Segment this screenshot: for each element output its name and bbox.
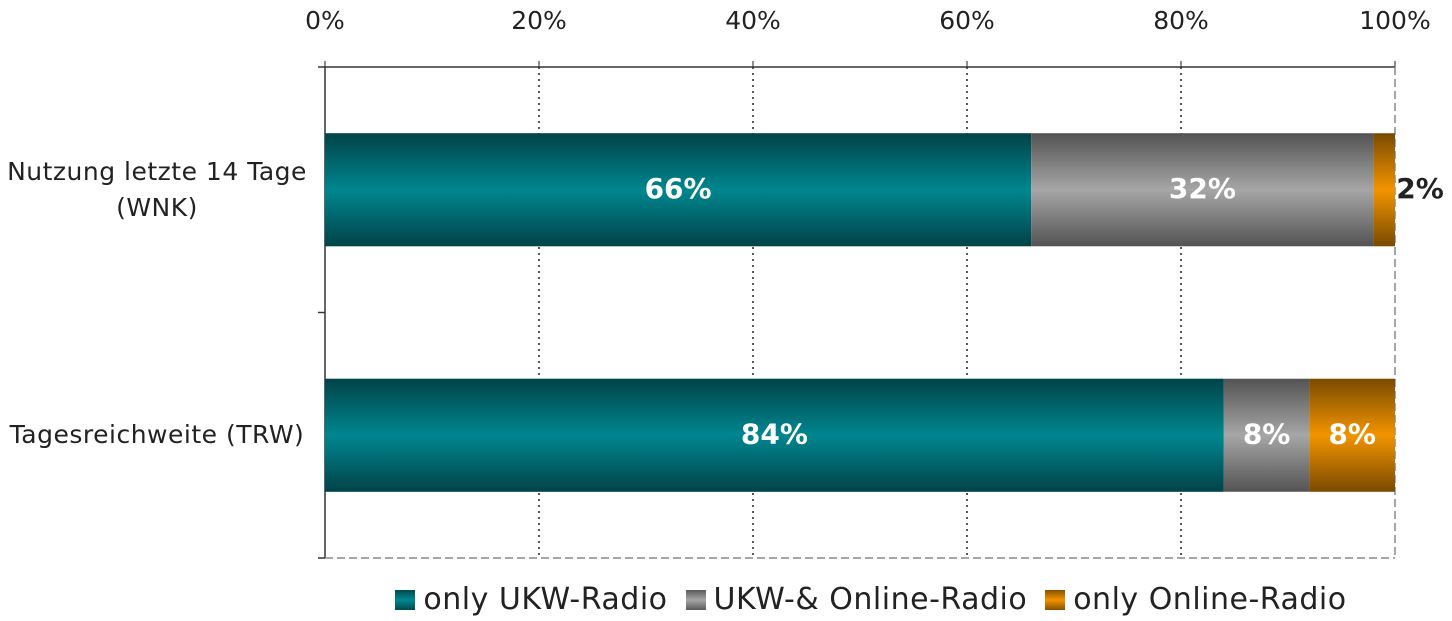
legend-item: only UKW-Radio: [395, 582, 667, 617]
x-tick-label: 40%: [725, 6, 781, 35]
data-label: 8%: [1243, 417, 1291, 450]
legend-swatch: [395, 589, 416, 610]
data-label: 2%: [1396, 172, 1444, 205]
y-tick-label: Tagesreichweite (TRW): [9, 420, 305, 450]
bar-segment: [1373, 133, 1395, 247]
legend-label: only Online-Radio: [1073, 582, 1347, 617]
legend-item: only Online-Radio: [1045, 582, 1346, 617]
x-tick-label: 80%: [1153, 6, 1209, 35]
x-tick-label: 20%: [511, 6, 567, 35]
x-tick-label: 100%: [1359, 6, 1430, 35]
legend-swatch: [1045, 589, 1066, 610]
legend-label: only UKW-Radio: [423, 582, 668, 617]
legend: only UKW-Radio UKW-& Online-Radio only Onl…: [0, 582, 1452, 617]
x-tick-label: 60%: [939, 6, 995, 35]
data-label: 66%: [645, 172, 712, 205]
data-label: 8%: [1328, 417, 1376, 450]
legend-item: UKW-& Online-Radio: [685, 582, 1028, 617]
data-label: 84%: [741, 417, 808, 450]
y-tick-label: Nutzung letzte 14 Tage (WNK): [7, 156, 307, 222]
legend-swatch: [685, 589, 706, 610]
data-label: 32%: [1169, 172, 1236, 205]
legend-label: UKW-& Online-Radio: [713, 582, 1028, 617]
x-tick-label: 0%: [305, 6, 345, 35]
